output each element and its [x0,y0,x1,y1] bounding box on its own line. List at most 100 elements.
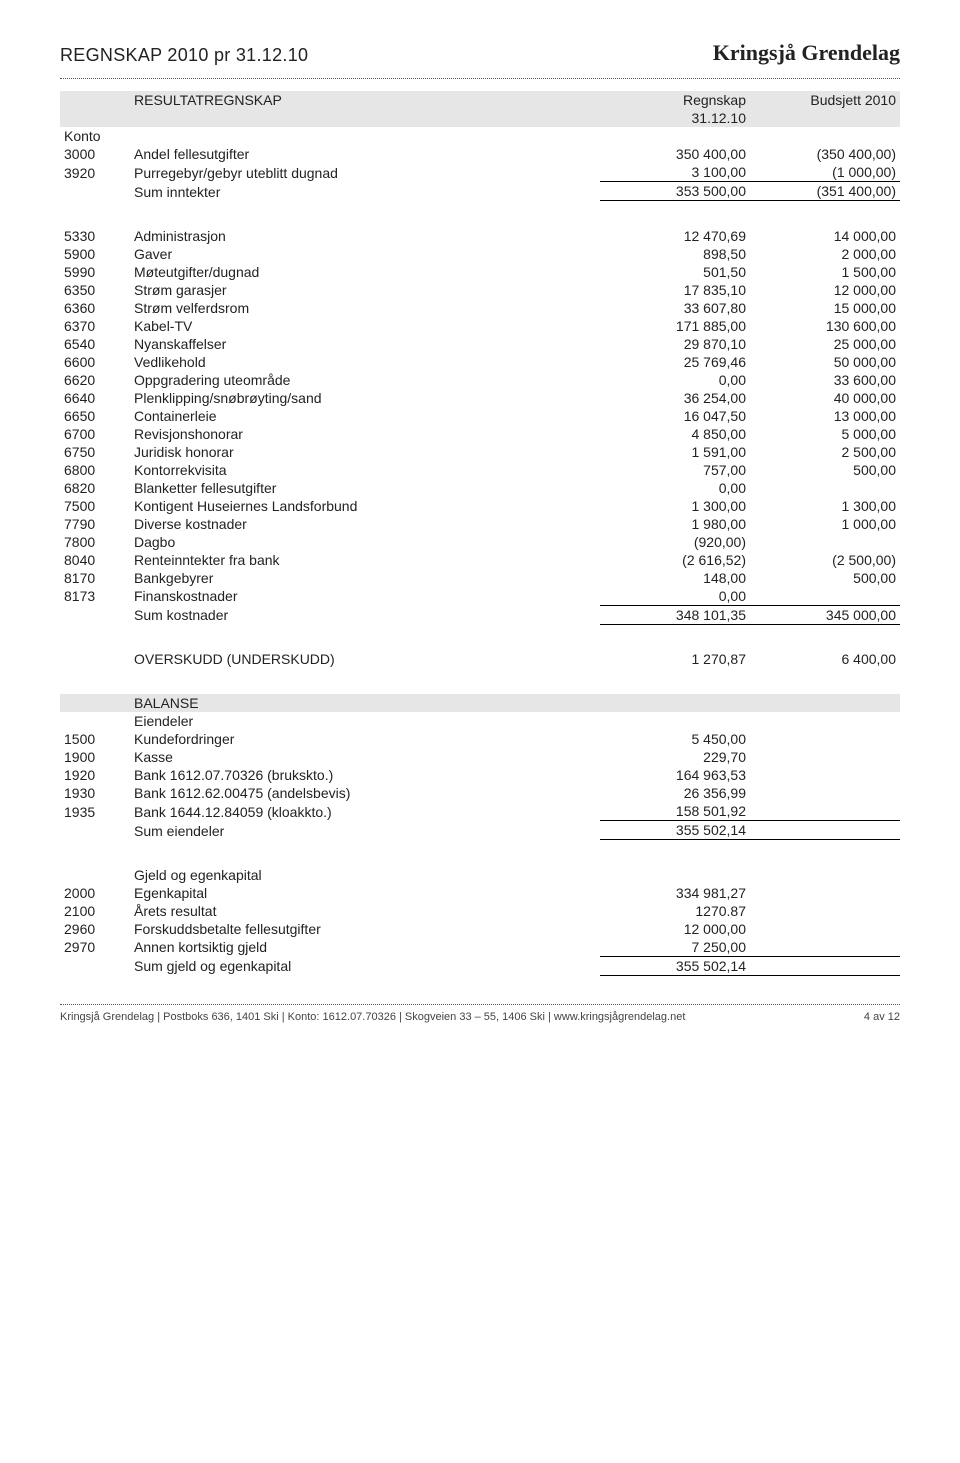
value-cell: 12 000,00 [600,920,750,938]
table-row: 6620Oppgradering uteområde0,0033 600,00 [60,371,900,389]
table-row: 5990Møteutgifter/dugnad501,501 500,00 [60,263,900,281]
desc-cell: Annen kortsiktig gjeld [130,938,600,957]
cost-7-rows: 7500Kontigent Huseiernes Landsforbund1 3… [60,497,900,551]
konto-cell: 1930 [60,784,130,802]
konto-cell: 1500 [60,730,130,748]
desc-cell: Gaver [130,245,600,263]
value-cell: 25 769,46 [600,353,750,371]
table-row: 6640Plenklipping/snøbrøyting/sand36 254,… [60,389,900,407]
konto-cell: 6800 [60,461,130,479]
table-row: 5900Gaver898,502 000,00 [60,245,900,263]
table-row: 6360Strøm velferdsrom33 607,8015 000,00 [60,299,900,317]
value-cell: 50 000,00 [750,353,900,371]
gjeld-sum-v1: 355 502,14 [600,956,750,975]
konto-cell: 5990 [60,263,130,281]
cost-sum-label: Sum kostnader [130,605,600,624]
desc-cell: Kontorrekvisita [130,461,600,479]
value-cell: 5 450,00 [600,730,750,748]
desc-cell: Andel fellesutgifter [130,145,600,163]
desc-cell: Plenklipping/snøbrøyting/sand [130,389,600,407]
eiendeler-sum-v1: 355 502,14 [600,821,750,840]
gjeld-sum-label: Sum gjeld og egenkapital [130,956,600,975]
value-cell: (920,00) [600,533,750,551]
value-cell [750,766,900,784]
value-cell [750,784,900,802]
cost-sum-v2: 345 000,00 [750,605,900,624]
cost-5-6-rows: 5330Administrasjon12 470,6914 000,005900… [60,227,900,497]
page-header: REGNSKAP 2010 pr 31.12.10 Kringsjå Grend… [60,40,900,66]
desc-cell: Egenkapital [130,884,600,902]
overskudd-label: OVERSKUDD (UNDERSKUDD) [130,650,600,668]
value-cell: 13 000,00 [750,407,900,425]
value-cell: 1 591,00 [600,443,750,461]
desc-cell: Årets resultat [130,902,600,920]
konto-cell: 2970 [60,938,130,957]
table-row: 8170Bankgebyrer148,00500,00 [60,569,900,587]
desc-cell: Revisjonshonorar [130,425,600,443]
table-row: 2100Årets resultat1270.87 [60,902,900,920]
table-row: 7800Dagbo(920,00) [60,533,900,551]
desc-cell: Vedlikehold [130,353,600,371]
value-cell: 3 100,00 [600,163,750,182]
value-cell [750,533,900,551]
konto-cell: 6600 [60,353,130,371]
value-cell: 17 835,10 [600,281,750,299]
value-cell: 33 607,80 [600,299,750,317]
desc-cell: Diverse kostnader [130,515,600,533]
value-cell: 16 047,50 [600,407,750,425]
desc-cell: Bank 1612.62.00475 (andelsbevis) [130,784,600,802]
page-footer: Kringsjå Grendelag | Postboks 636, 1401 … [60,1011,900,1023]
desc-cell: Bankgebyrer [130,569,600,587]
col-regnskap-head2: 31.12.10 [600,109,750,127]
konto-cell: 2960 [60,920,130,938]
resultat-section-heading-2: 31.12.10 [60,109,900,127]
table-row: 1900Kasse229,70 [60,748,900,766]
brand-name: Kringsjå Grendelag [713,40,900,66]
value-cell: 12 000,00 [750,281,900,299]
eiendeler-sum-label: Sum eiendeler [130,821,600,840]
konto-label: Konto [60,127,130,145]
value-cell [750,802,900,821]
footer-right: 4 av 12 [864,1011,900,1023]
desc-cell: Møteutgifter/dugnad [130,263,600,281]
document-title-suffix: pr 31.12.10 [209,45,309,65]
value-cell: 171 885,00 [600,317,750,335]
table-row: 2970Annen kortsiktig gjeld7 250,00 [60,938,900,957]
value-cell: 0,00 [600,371,750,389]
table-row: 8040Renteinntekter fra bank(2 616,52)(2 … [60,551,900,569]
value-cell: 501,50 [600,263,750,281]
income-sum-label: Sum inntekter [130,182,600,201]
table-row: 1920Bank 1612.07.70326 (brukskto.)164 96… [60,766,900,784]
value-cell: 898,50 [600,245,750,263]
desc-cell: Juridisk honorar [130,443,600,461]
table-row: 6370Kabel-TV171 885,00130 600,00 [60,317,900,335]
desc-cell: Kabel-TV [130,317,600,335]
desc-cell: Renteinntekter fra bank [130,551,600,569]
value-cell: (2 500,00) [750,551,900,569]
value-cell: 500,00 [750,461,900,479]
col-regnskap-head1: Regnskap [600,91,750,109]
resultat-section-heading: RESULTATREGNSKAP Regnskap Budsjett 2010 [60,91,900,109]
value-cell [750,748,900,766]
value-cell [750,902,900,920]
value-cell: 15 000,00 [750,299,900,317]
konto-cell: 6750 [60,443,130,461]
value-cell: 1 500,00 [750,263,900,281]
gjeld-rows: 2000Egenkapital334 981,272100Årets resul… [60,884,900,957]
value-cell [750,587,900,606]
value-cell: 130 600,00 [750,317,900,335]
value-cell: (1 000,00) [750,163,900,182]
balanse-heading: BALANSE [130,694,600,712]
table-row: 6350Strøm garasjer17 835,1012 000,00 [60,281,900,299]
desc-cell: Bank 1612.07.70326 (brukskto.) [130,766,600,784]
value-cell: 7 250,00 [600,938,750,957]
desc-cell: Forskuddsbetalte fellesutgifter [130,920,600,938]
konto-cell: 6360 [60,299,130,317]
gjeld-label: Gjeld og egenkapital [130,866,600,884]
table-row: 1935Bank 1644.12.84059 (kloakkto.)158 50… [60,802,900,821]
income-rows: 3000Andel fellesutgifter350 400,00(350 4… [60,145,900,182]
table-row: 3920Purregebyr/gebyr uteblitt dugnad3 10… [60,163,900,182]
konto-cell: 6650 [60,407,130,425]
footer-rule [60,1004,900,1005]
table-row: 7500Kontigent Huseiernes Landsforbund1 3… [60,497,900,515]
